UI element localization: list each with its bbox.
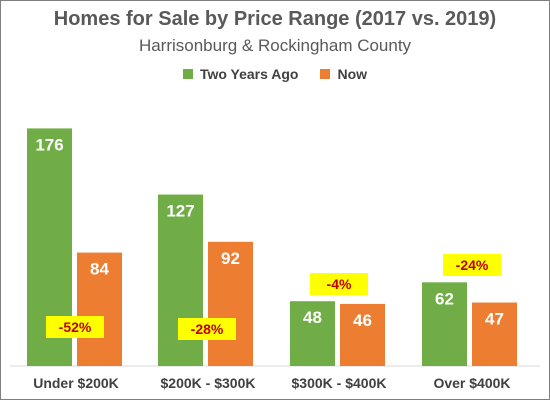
legend-label-now: Now xyxy=(337,66,368,82)
legend-swatch-now xyxy=(320,69,331,79)
annotation-box-over-400k xyxy=(443,254,501,276)
legend-swatch-two-years-ago xyxy=(182,69,193,79)
data-label-now-200k-300k: 92 xyxy=(221,249,240,268)
bar-two-years-ago-over-400k xyxy=(422,282,467,366)
category-label-over-400k: Over $400K xyxy=(433,375,510,391)
category-label-200k-300k: $200K - $300K xyxy=(161,375,256,391)
legend-label-two-years-ago: Two Years Ago xyxy=(199,66,299,82)
annotation-box-300k-400k xyxy=(310,273,368,295)
annotation-box-200k-300k xyxy=(178,318,236,340)
bar-two-years-ago-300k-400k xyxy=(290,301,335,366)
annotation-label-300k-400k: -4% xyxy=(327,276,352,292)
category-label-under-200k: Under $200K xyxy=(33,375,119,391)
data-label-two-years-ago-over-400k: 62 xyxy=(435,289,454,308)
bar-now-over-400k xyxy=(472,302,517,366)
bar-now-under-200k xyxy=(77,252,122,366)
data-label-now-over-400k: 47 xyxy=(485,310,504,329)
chart-title: Homes for Sale by Price Range (2017 vs. … xyxy=(53,8,497,30)
data-label-two-years-ago-300k-400k: 48 xyxy=(303,308,322,327)
data-label-two-years-ago-200k-300k: 127 xyxy=(166,202,194,221)
chart-subtitle: Harrisonburg & Rockingham County xyxy=(138,36,412,55)
annotation-box-under-200k xyxy=(46,316,104,338)
legend-item-now: Now xyxy=(320,66,367,82)
data-label-now-300k-400k: 46 xyxy=(353,311,372,330)
chart-legend: Two Years Ago Now xyxy=(0,66,550,82)
category-label-300k-400k: $300K - $400K xyxy=(292,375,387,391)
bar-now-200k-300k xyxy=(208,241,253,366)
annotation-label-over-400k: -24% xyxy=(456,257,489,273)
annotation-label-under-200k: -52% xyxy=(59,319,92,335)
bar-now-300k-400k xyxy=(340,303,385,366)
annotation-label-200k-300k: -28% xyxy=(191,321,224,337)
data-label-two-years-ago-under-200k: 176 xyxy=(35,135,63,154)
data-label-now-under-200k: 84 xyxy=(90,260,109,279)
legend-item-two-years-ago: Two Years Ago xyxy=(182,66,299,82)
